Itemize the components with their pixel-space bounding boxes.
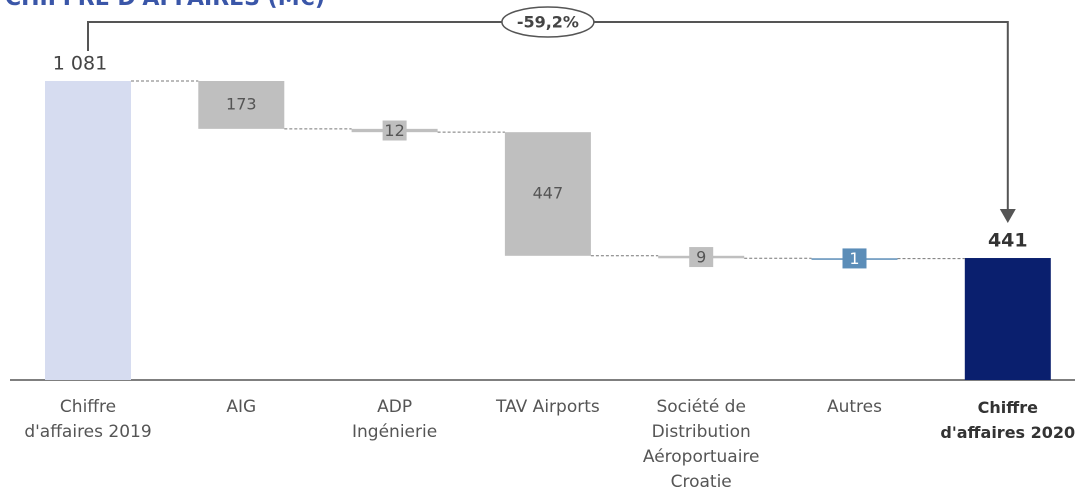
bar bbox=[45, 81, 131, 380]
annotation: -59,2% bbox=[517, 13, 579, 32]
value-label: 173 bbox=[226, 94, 257, 113]
value-label: 9 bbox=[696, 248, 706, 267]
label-box bbox=[689, 247, 714, 268]
label-box bbox=[842, 248, 867, 269]
value-label: 447 bbox=[533, 183, 564, 202]
bar bbox=[198, 81, 285, 129]
x-tick-label: Société de Distribution Aéroportuaire Cr… bbox=[642, 397, 760, 492]
value-label: 441 bbox=[988, 230, 1028, 252]
annotation-oval bbox=[501, 6, 595, 38]
label-box bbox=[382, 120, 407, 141]
value-label: 1 bbox=[849, 249, 859, 268]
x-tick-label: TAV Airports bbox=[496, 397, 600, 417]
x-tick-label: Autres bbox=[826, 397, 882, 417]
bar bbox=[964, 258, 1051, 380]
x-tick-label: Chiffre d'affaires 2019 bbox=[24, 397, 152, 442]
x-tick-label: Chiffre d'affaires 2020 bbox=[940, 398, 1076, 442]
value-label: 12 bbox=[384, 121, 404, 140]
value-label: 1 081 bbox=[53, 53, 107, 75]
arrow-head bbox=[999, 209, 1016, 224]
chart-title: CHIFFRE D'AFFAIRES (M€) bbox=[5, 0, 325, 11]
bar bbox=[504, 132, 591, 256]
x-tick-label: ADP Ingénierie bbox=[352, 397, 438, 442]
x-tick-label: AIG bbox=[226, 397, 257, 417]
